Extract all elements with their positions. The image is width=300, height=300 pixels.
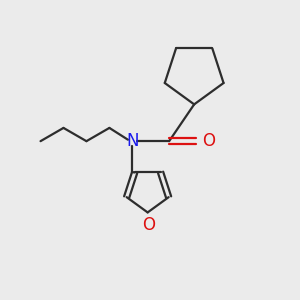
Text: O: O <box>202 132 215 150</box>
Text: N: N <box>126 132 139 150</box>
Text: O: O <box>142 216 156 234</box>
